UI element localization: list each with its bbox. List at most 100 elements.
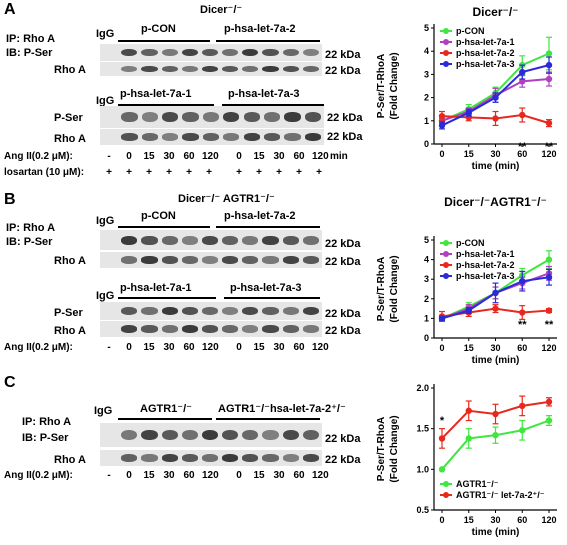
timepoint-label: 15 xyxy=(253,342,265,353)
blot-band xyxy=(201,325,219,333)
timepoint-label: 30 xyxy=(163,342,175,353)
x-axis-label: time (min) xyxy=(472,527,520,538)
timepoint-label: 30 xyxy=(163,151,175,162)
legend-label: p-hsa-let-7a-1 xyxy=(456,249,515,259)
legend-swatch-marker xyxy=(443,28,449,34)
legend-swatch-marker xyxy=(443,240,449,246)
igg-label: IgG xyxy=(96,28,115,40)
timepoint-label: 120 xyxy=(312,342,329,353)
timepoint-label: - xyxy=(107,470,111,481)
kda-label: 22 kDa xyxy=(325,454,361,466)
x-tick-label: 15 xyxy=(464,343,474,353)
losartan-plus: + xyxy=(146,167,152,178)
x-tick-label: 60 xyxy=(517,149,527,159)
angii-label: Ang II(0.2 μM): xyxy=(4,470,73,481)
blot-band xyxy=(201,235,219,245)
blot-band xyxy=(282,429,299,441)
timepoint-label: 30 xyxy=(273,470,285,481)
legend-label: p-hsa-let-7a-2 xyxy=(456,48,515,58)
losartan-plus: + xyxy=(106,167,112,178)
timepoint-label: 0 xyxy=(236,470,242,481)
blot-band xyxy=(282,65,299,73)
x-tick-label: 30 xyxy=(490,515,500,525)
y-tick-label: 0.5 xyxy=(416,505,429,515)
ip-label: IP: Rho A xyxy=(6,222,56,234)
y-tick-label: 2.0 xyxy=(416,383,429,393)
x-tick-label: 30 xyxy=(490,149,500,159)
timepoint-label: - xyxy=(107,342,111,353)
blot-band xyxy=(162,112,179,122)
legend-swatch-marker xyxy=(443,492,449,498)
kda-label: 22 kDa xyxy=(325,49,361,61)
blot-band xyxy=(222,65,239,73)
y-axis-label: (Fold Change) xyxy=(389,255,400,322)
blot-band xyxy=(161,65,178,73)
blot-band xyxy=(243,112,260,122)
kda-label: 22 kDa xyxy=(325,65,361,77)
blot-band xyxy=(181,325,198,333)
significance-marker: ** xyxy=(518,319,527,331)
significance-marker: ** xyxy=(545,319,554,331)
y-tick-label: 2 xyxy=(424,294,429,304)
timepoint-label: 60 xyxy=(183,342,195,353)
legend-swatch-marker xyxy=(443,61,449,67)
data-point xyxy=(465,435,472,442)
blot-band xyxy=(282,306,299,316)
timepoint-label: 60 xyxy=(293,151,305,162)
kda-label: 22 kDa xyxy=(325,325,361,337)
blot-band xyxy=(222,256,239,264)
y-tick-label: 5 xyxy=(424,23,429,33)
blot-group-label: AGTR1⁻/⁻hsa-let-7a-2⁺/⁻ xyxy=(218,403,346,415)
legend-label: p-hsa-let-7a-1 xyxy=(456,37,515,47)
blot-group-label: p-CON xyxy=(141,23,176,35)
blot-band xyxy=(161,48,178,57)
losartan-label: losartan (10 μM): xyxy=(4,167,85,178)
group-underline xyxy=(118,418,212,420)
blot-band xyxy=(282,235,299,245)
blot-group-label: p-hsa-let-7a-2 xyxy=(224,210,296,222)
data-point xyxy=(492,410,499,418)
blot-band xyxy=(222,306,239,316)
data-point xyxy=(545,75,553,83)
blot-band xyxy=(141,429,158,441)
data-point xyxy=(492,115,499,122)
blot-band xyxy=(161,256,178,264)
timepoint-label: 120 xyxy=(202,342,219,353)
blot-band xyxy=(242,325,259,333)
data-point xyxy=(492,289,499,297)
data-point xyxy=(438,112,446,120)
blot-band xyxy=(161,325,178,333)
ip-label: IP: Rho A xyxy=(22,416,72,428)
timepoint-label: 120 xyxy=(202,151,219,162)
legend-swatch-marker xyxy=(443,273,449,279)
x-tick-label: 0 xyxy=(439,343,444,353)
losartan-plus: + xyxy=(296,167,302,178)
blot-band xyxy=(162,133,179,141)
blot-group-label: p-hsa-let-7a-2 xyxy=(224,23,296,35)
timepoint-label: 0 xyxy=(126,151,132,162)
timepoint-label: 15 xyxy=(143,151,155,162)
blot-band xyxy=(242,235,259,245)
kda-label: 22 kDa xyxy=(325,238,361,250)
timepoint-label: 15 xyxy=(253,151,265,162)
data-point xyxy=(545,417,553,424)
losartan-plus: + xyxy=(166,167,172,178)
y-tick-label: 4 xyxy=(424,255,429,265)
blot-band xyxy=(121,48,138,57)
y-tick-label: 0 xyxy=(424,333,429,343)
blot-band xyxy=(263,112,281,122)
rhoa-label: Rho A xyxy=(54,454,86,466)
igg-label: IgG xyxy=(96,95,115,107)
blot-band xyxy=(181,429,198,441)
legend-label: p-CON xyxy=(456,26,485,36)
blot-band xyxy=(181,256,198,264)
blot-band xyxy=(121,429,138,441)
legend-swatch-marker xyxy=(443,39,449,45)
group-underline xyxy=(118,297,216,299)
x-tick-label: 15 xyxy=(464,149,474,159)
data-point xyxy=(519,309,526,316)
blot-band xyxy=(282,48,299,57)
timepoint-label: 60 xyxy=(183,151,195,162)
blot-band xyxy=(262,429,279,441)
ip-label: IP: Rho A xyxy=(6,33,56,45)
